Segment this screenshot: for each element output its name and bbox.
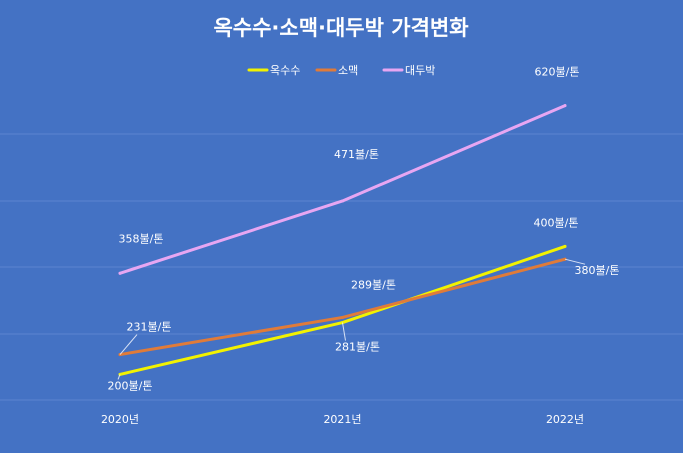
series-1-point-1 bbox=[341, 315, 344, 319]
legend-item-0: 옥수수 bbox=[247, 64, 300, 77]
data-label-leader-0-0 bbox=[117, 374, 121, 380]
data-label-0-0: 200불/톤 bbox=[108, 379, 153, 392]
data-label-1-0: 231불/톤 bbox=[127, 321, 172, 334]
x-tick-label-0: 2020년 bbox=[101, 413, 139, 426]
x-tick-label-2: 2022년 bbox=[546, 413, 584, 426]
data-label-leader-0-1 bbox=[342, 322, 346, 341]
legend-label-0: 옥수수 bbox=[270, 64, 300, 77]
legend-label-2: 대두박 bbox=[405, 64, 435, 77]
data-labels-group: 200불/톤 281불/톤 400불/톤 231불/톤 289불/톤 380불/톤 358불… bbox=[108, 66, 620, 393]
data-label-2-2: 620불/톤 bbox=[535, 66, 580, 79]
data-label-leader-1-2 bbox=[564, 258, 586, 265]
series-2-point-0 bbox=[118, 271, 122, 275]
x-axis-ticks-group: 2020년 2021년 2022년 bbox=[101, 413, 584, 426]
legend-item-2: 대두박 bbox=[382, 64, 435, 77]
data-label-1-1: 289불/톤 bbox=[351, 278, 396, 291]
series-0-point-2 bbox=[563, 244, 567, 248]
data-label-0-1: 281불/톤 bbox=[335, 341, 380, 354]
data-label-2-1: 471불/톤 bbox=[334, 148, 379, 161]
chart-title: 옥수수·소맥·대두박 가격변화 bbox=[213, 16, 469, 40]
legend-group: 옥수수 소맥 대두박 bbox=[247, 64, 435, 77]
legend-label-1: 소맥 bbox=[338, 64, 358, 77]
x-tick-label-1: 2021년 bbox=[323, 413, 361, 426]
data-label-2-0: 358불/톤 bbox=[119, 232, 164, 245]
data-label-0-2: 400불/톤 bbox=[534, 216, 579, 229]
data-label-leader-1-0 bbox=[119, 334, 138, 355]
series-2-point-1 bbox=[341, 199, 344, 203]
data-label-1-2: 380불/톤 bbox=[575, 264, 620, 277]
legend-item-1: 소맥 bbox=[315, 64, 358, 77]
series-2-point-2 bbox=[563, 104, 567, 108]
